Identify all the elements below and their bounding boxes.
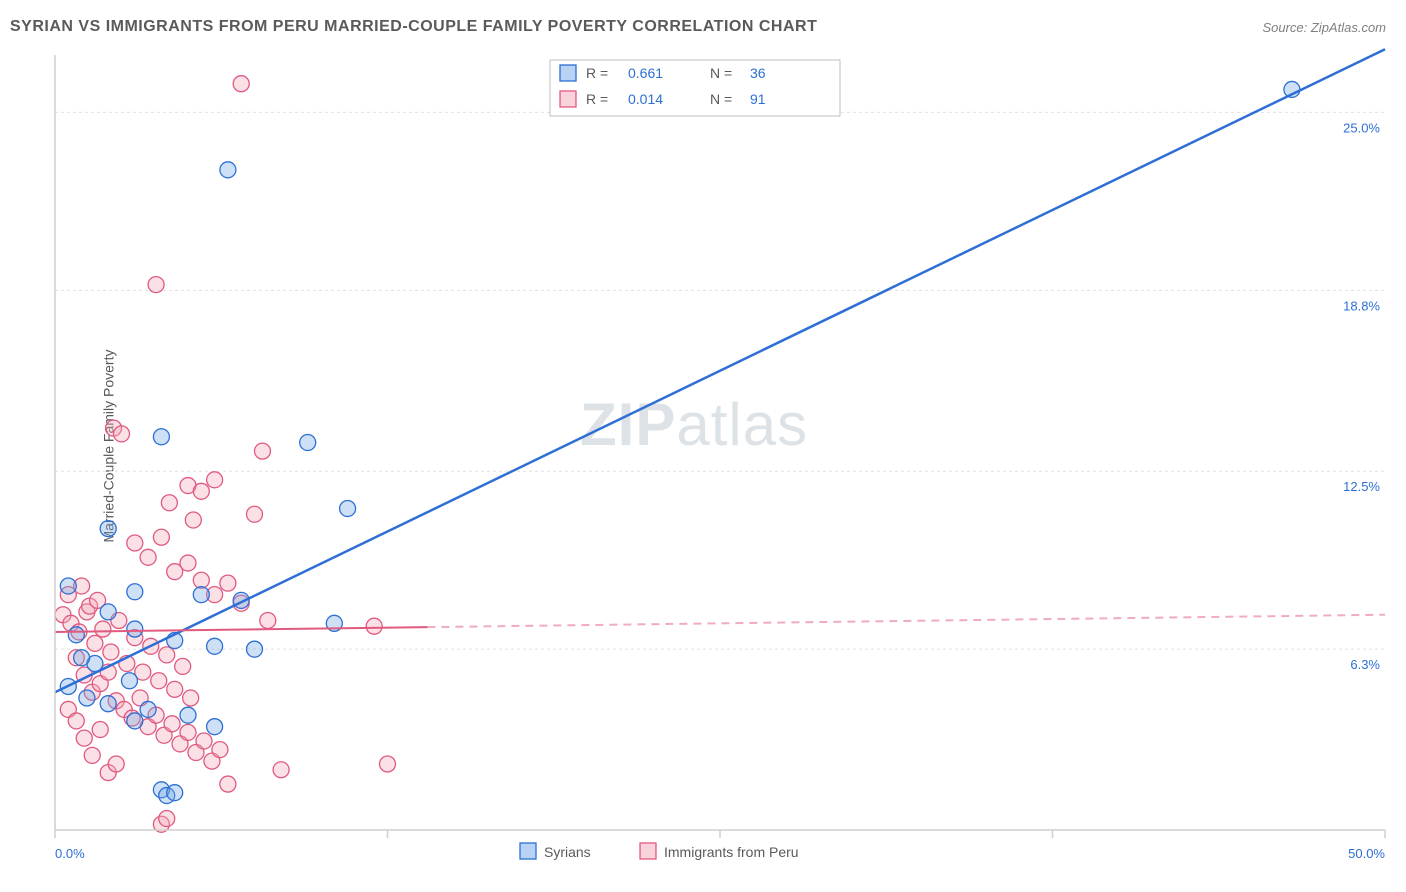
scatter-point xyxy=(153,529,169,545)
scatter-point xyxy=(159,811,175,827)
chart-svg: 6.3% 12.5% 18.8% 25.0% 0.0% 50.0% R = 0.661 N = 3… xyxy=(0,0,1406,892)
scatter-point xyxy=(175,658,191,674)
scatter-point xyxy=(68,627,84,643)
scatter-point xyxy=(95,621,111,637)
scatter-point xyxy=(220,575,236,591)
scatter-point xyxy=(74,650,90,666)
scatter-point xyxy=(260,612,276,628)
scatter-point xyxy=(151,673,167,689)
legend-bottom-label: Syrians xyxy=(544,844,591,860)
scatter-point xyxy=(207,719,223,735)
scatter-point xyxy=(127,584,143,600)
legend-bottom-swatch xyxy=(640,843,656,859)
scatter-point xyxy=(76,730,92,746)
scatter-point xyxy=(185,512,201,528)
scatter-point xyxy=(196,733,212,749)
y-tick-label: 6.3% xyxy=(1350,657,1380,672)
scatter-point xyxy=(153,429,169,445)
scatter-point xyxy=(340,501,356,517)
scatter-point xyxy=(366,618,382,634)
scatter-point xyxy=(207,472,223,488)
scatter-point xyxy=(127,621,143,637)
scatter-point xyxy=(380,756,396,772)
scatter-point xyxy=(159,647,175,663)
scatter-point xyxy=(108,756,124,772)
scatter-point xyxy=(212,742,228,758)
scatter-point xyxy=(79,690,95,706)
scatter-point xyxy=(180,724,196,740)
regression-line-solid xyxy=(55,49,1385,692)
scatter-point xyxy=(220,776,236,792)
scatter-point xyxy=(161,495,177,511)
scatter-point xyxy=(180,555,196,571)
scatter-point xyxy=(193,483,209,499)
scatter-point xyxy=(148,277,164,293)
legend-r-label: R = xyxy=(586,65,608,81)
scatter-point xyxy=(220,162,236,178)
scatter-point xyxy=(300,435,316,451)
x-tick-label: 50.0% xyxy=(1348,846,1385,861)
scatter-point xyxy=(247,506,263,522)
scatter-point xyxy=(233,76,249,92)
legend-n-value: 91 xyxy=(750,91,766,107)
scatter-point xyxy=(100,696,116,712)
scatter-point xyxy=(180,707,196,723)
scatter-point xyxy=(103,644,119,660)
scatter-point xyxy=(207,638,223,654)
legend-r-value: 0.014 xyxy=(628,91,663,107)
legend-n-label: N = xyxy=(710,65,732,81)
scatter-point xyxy=(127,713,143,729)
y-tick-label: 18.8% xyxy=(1343,298,1380,313)
scatter-point xyxy=(114,426,130,442)
scatter-point xyxy=(254,443,270,459)
legend-n-value: 36 xyxy=(750,65,766,81)
scatter-point xyxy=(127,535,143,551)
legend-bottom-swatch xyxy=(520,843,536,859)
legend-bottom-label: Immigrants from Peru xyxy=(664,844,799,860)
scatter-point xyxy=(167,681,183,697)
scatter-point xyxy=(140,701,156,717)
scatter-point xyxy=(100,604,116,620)
scatter-point xyxy=(167,785,183,801)
legend-swatch xyxy=(560,65,576,81)
x-tick-label: 0.0% xyxy=(55,846,85,861)
legend-r-value: 0.661 xyxy=(628,65,663,81)
legend-n-label: N = xyxy=(710,91,732,107)
scatter-point xyxy=(193,572,209,588)
scatter-point xyxy=(164,716,180,732)
regression-line-dashed xyxy=(427,615,1385,627)
scatter-point xyxy=(60,578,76,594)
legend-r-label: R = xyxy=(586,91,608,107)
scatter-point xyxy=(100,521,116,537)
y-tick-label: 12.5% xyxy=(1343,479,1380,494)
scatter-point xyxy=(87,635,103,651)
y-tick-label: 25.0% xyxy=(1343,120,1380,135)
scatter-point xyxy=(68,713,84,729)
scatter-point xyxy=(84,747,100,763)
scatter-point xyxy=(92,722,108,738)
scatter-point xyxy=(193,587,209,603)
scatter-point xyxy=(273,762,289,778)
scatter-point xyxy=(121,673,137,689)
scatter-point xyxy=(183,690,199,706)
legend-swatch xyxy=(560,91,576,107)
scatter-point xyxy=(140,549,156,565)
scatter-point xyxy=(247,641,263,657)
chart-container: SYRIAN VS IMMIGRANTS FROM PERU MARRIED-C… xyxy=(0,0,1406,892)
